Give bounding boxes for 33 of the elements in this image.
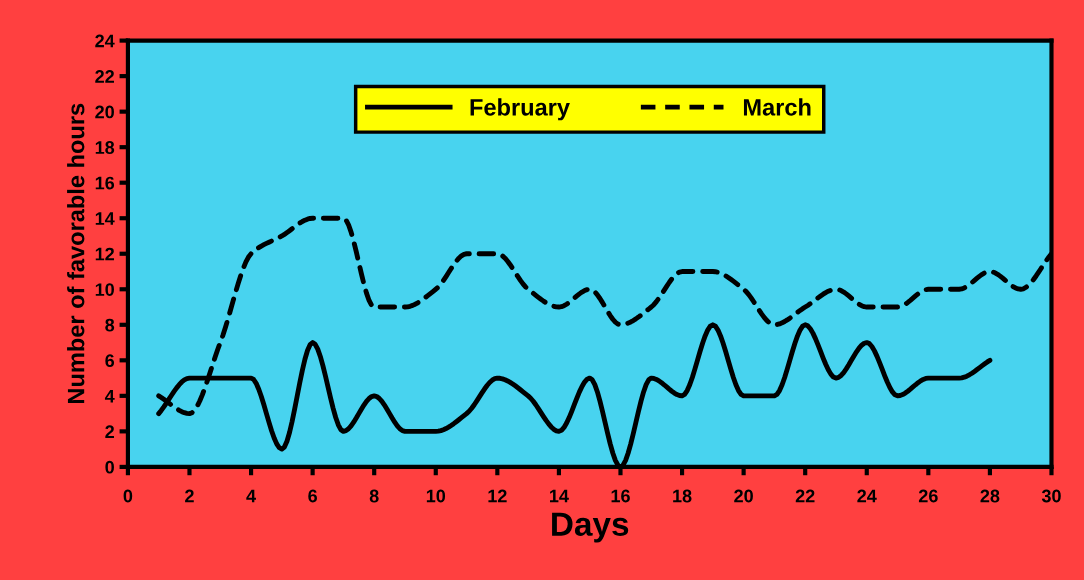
x-axis-title: Days	[552, 512, 629, 543]
y-tick-label: 20	[95, 105, 114, 119]
x-tick-label: 22	[795, 489, 815, 503]
x-tick-label: 0	[123, 489, 133, 503]
y-tick-label: 18	[95, 141, 115, 154]
x-tick-label: 28	[980, 489, 1000, 503]
y-axis-title: Number of favorable hours	[67, 103, 85, 404]
x-tick-label: 24	[857, 489, 877, 503]
y-tick-label: 6	[105, 354, 115, 368]
x-tick-label: 16	[611, 489, 630, 503]
y-tick-label: 16	[95, 176, 115, 190]
x-tick-label: 6	[308, 489, 317, 503]
y-tick-label: 12	[95, 247, 114, 261]
y-tick-label: 14	[95, 212, 115, 225]
x-tick-label: 30	[1041, 489, 1061, 503]
y-tick-label: 24	[95, 34, 115, 48]
x-tick-label: 4	[246, 489, 256, 503]
legend-label: February	[470, 98, 570, 121]
x-tick-label: 14	[550, 489, 569, 503]
y-tick-label: 2	[105, 425, 114, 438]
y-tick-label: 22	[95, 70, 114, 83]
x-tick-label: 10	[426, 489, 446, 503]
x-tick-label: 12	[488, 489, 507, 503]
legend-label: March	[743, 98, 811, 116]
y-tick-label: 4	[104, 389, 115, 403]
y-tick-label: 0	[105, 460, 114, 474]
x-tick-label: 8	[369, 489, 379, 503]
x-tick-label: 18	[673, 489, 692, 503]
x-tick-label: 26	[918, 489, 938, 503]
y-tick-label: 8	[105, 318, 115, 332]
y-tick-label: 10	[95, 283, 114, 296]
x-tick-label: 20	[734, 489, 753, 503]
x-tick-label: 2	[185, 489, 194, 503]
